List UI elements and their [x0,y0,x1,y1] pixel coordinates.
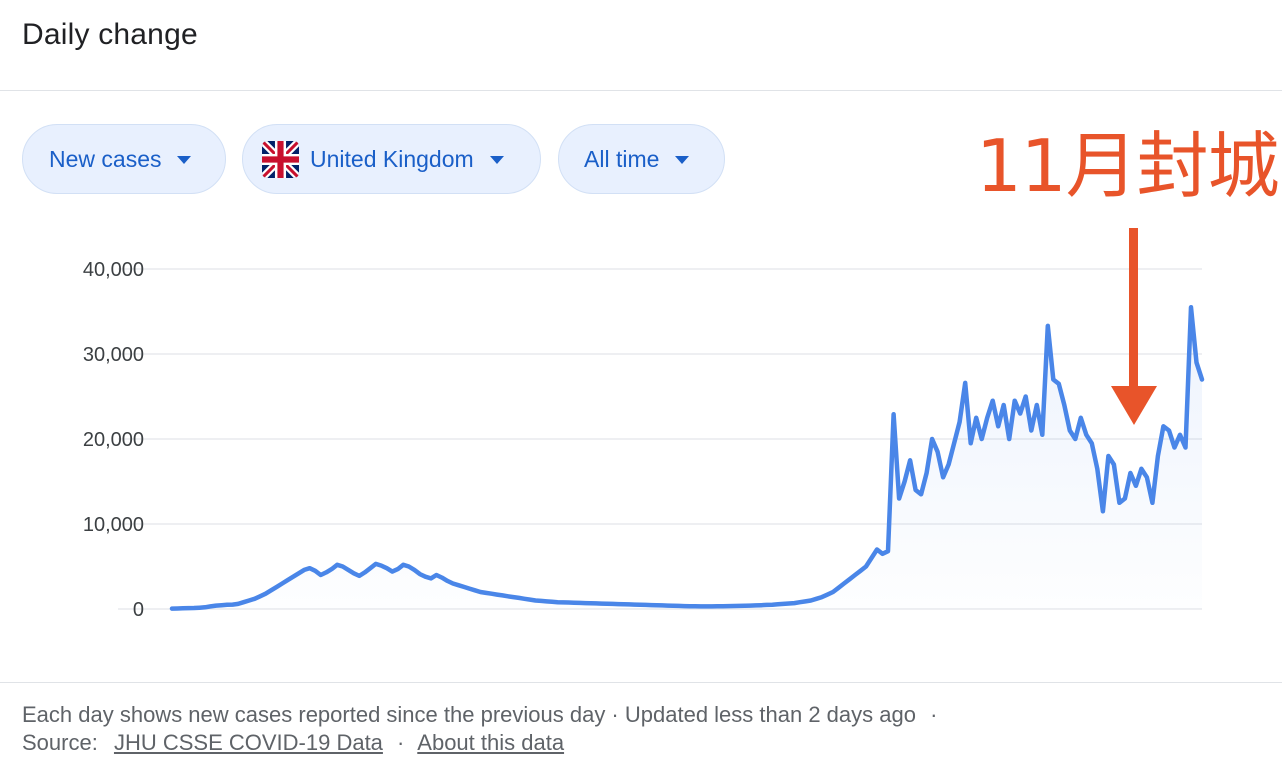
region-dropdown[interactable]: United Kingdom [242,124,541,194]
footer-divider [0,682,1282,683]
y-tick-label: 20,000 [83,429,144,451]
source-link[interactable]: JHU CSSE COVID-19 Data [113,730,383,755]
annotation-text: 11月封城 [976,124,1280,208]
caret-down-icon [177,156,192,164]
region-dropdown-label: United Kingdom [310,145,474,172]
metric-dropdown-label: New cases [49,145,162,172]
page-title: Daily change [22,18,198,51]
period-dropdown[interactable]: All time [558,124,725,194]
footer-description: Each day shows new cases reported since … [22,702,916,727]
y-tick-label: 0 [133,599,144,621]
y-tick-label: 40,000 [83,259,144,281]
header-divider [0,90,1282,91]
uk-flag-icon [262,140,299,178]
arrow-shaft [1129,228,1138,390]
metric-dropdown[interactable]: New cases [22,124,226,194]
period-dropdown-label: All time [584,145,660,172]
y-axis-labels: 0 10,000 20,000 30,000 40,000 [83,259,144,621]
series-area [172,307,1202,609]
caret-down-icon [675,156,690,164]
daily-cases-chart: 0 10,000 20,000 30,000 40,000 [83,228,1205,621]
y-tick-label: 10,000 [83,514,144,536]
series-line [169,305,1205,611]
source-label: Source: [22,730,98,755]
footer-separator: · [930,702,938,727]
annotation-arrow [1111,228,1157,425]
arrow-head [1111,386,1157,425]
footer-source-line: Source: JHU CSSE COVID-19 Data · About t… [22,730,564,756]
y-tick-label: 30,000 [83,344,144,366]
caret-down-icon [489,156,504,164]
footer-description-line: Each day shows new cases reported since … [22,702,945,728]
footer-separator: · [397,730,405,755]
about-data-link[interactable]: About this data [417,730,565,755]
